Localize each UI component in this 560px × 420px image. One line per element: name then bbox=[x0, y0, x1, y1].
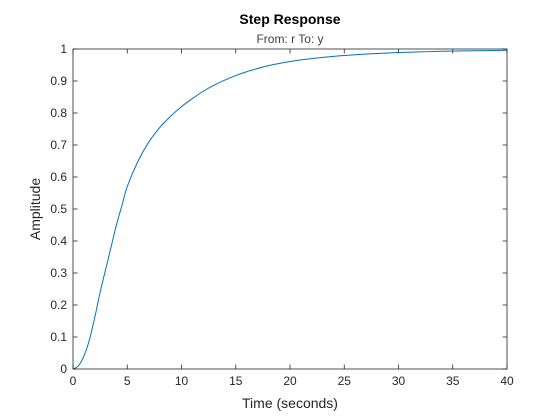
y-tick-label: 0.5 bbox=[50, 202, 67, 216]
y-tick-label: 0.9 bbox=[50, 74, 67, 88]
y-tick-label: 0.7 bbox=[50, 138, 67, 152]
series-line bbox=[72, 49, 508, 370]
x-tick-label: 25 bbox=[338, 374, 352, 388]
x-tick-label: 15 bbox=[229, 374, 243, 388]
x-tick-label: 40 bbox=[500, 374, 514, 388]
plot-frame bbox=[72, 48, 508, 370]
chart-title: Step Response bbox=[239, 11, 340, 27]
y-tick-label: 0.4 bbox=[50, 234, 67, 248]
x-tick-label: 5 bbox=[124, 374, 131, 388]
x-tick-label: 0 bbox=[70, 374, 77, 388]
x-tick-label: 20 bbox=[283, 374, 297, 388]
axis-tick-labels: 0 5 10 15 20 25 30 35 40 0 0.1 0.2 0.3 0.4 0.5 0.6 0.7 0.… bbox=[50, 42, 514, 388]
x-tick-label: 35 bbox=[446, 374, 460, 388]
y-axis-label: Amplitude bbox=[27, 178, 43, 240]
y-tick-label: 0 bbox=[60, 362, 67, 376]
x-tick-label: 10 bbox=[175, 374, 189, 388]
y-tick-label: 0.2 bbox=[50, 298, 67, 312]
chart-subtitle: From: r To: y bbox=[256, 32, 323, 46]
x-tick-label: 30 bbox=[392, 374, 406, 388]
y-tick-label: 0.8 bbox=[50, 106, 67, 120]
y-tick-label: 0.6 bbox=[50, 170, 67, 184]
y-tick-label: 0.1 bbox=[50, 330, 67, 344]
y-tick-label: 0.3 bbox=[50, 266, 67, 280]
x-axis-label: Time (seconds) bbox=[242, 395, 338, 411]
y-tick-label: 1 bbox=[60, 42, 67, 56]
plot-area bbox=[73, 49, 507, 369]
